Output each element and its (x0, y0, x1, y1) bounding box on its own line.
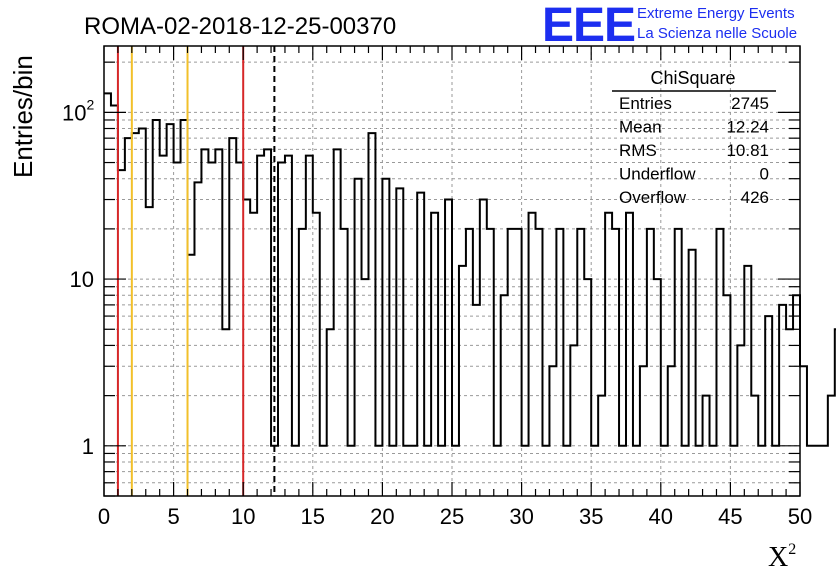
y-axis-label: Entries/bin (8, 55, 38, 178)
x-tick-label: 30 (509, 504, 533, 529)
stats-row-value: 10.81 (726, 141, 769, 160)
stats-row-value: 426 (741, 188, 769, 207)
stats-row-value: 2745 (731, 94, 769, 113)
y-tick-label-base: 10 (62, 100, 86, 125)
x-tick-label: 5 (167, 504, 179, 529)
x-tick-label: 15 (301, 504, 325, 529)
x-tick-label: 50 (788, 504, 812, 529)
x-tick-label: 40 (649, 504, 673, 529)
x-tick-label: 25 (440, 504, 464, 529)
stats-row-value: 12.24 (726, 118, 769, 137)
stats-row-value: 0 (760, 165, 769, 184)
x-axis-label-base: X (768, 542, 788, 572)
y-tick-label: 102 (62, 96, 94, 125)
eee-logo: EEE (542, 0, 635, 52)
stats-row-label: Underflow (619, 165, 696, 184)
y-tick-label-exponent: 2 (86, 96, 94, 112)
stats-row-label: RMS (619, 141, 657, 160)
x-axis-label-superscript: 2 (788, 541, 796, 558)
logo-line-2: La Scienza nelle Scuole (637, 25, 797, 42)
chart-title: ROMA-02-2018-12-25-00370 (84, 13, 396, 40)
x-tick-label: 0 (98, 504, 110, 529)
histogram-step-line (104, 92, 836, 447)
x-tick-label: 20 (370, 504, 394, 529)
x-tick-labels: 0 5 10 15 20 25 30 35 40 45 50 (98, 504, 812, 529)
logo-line-1: Extreme Energy Events (637, 5, 795, 22)
x-axis-label: X2 (768, 541, 796, 572)
x-tick-label: 45 (718, 504, 742, 529)
axis-ticks (103, 46, 801, 497)
stats-box: ChiSquare Entries 2745 Mean 12.24 RMS 10.81 Un… (612, 68, 776, 207)
x-tick-label: 35 (579, 504, 603, 529)
x-tick-label: 10 (231, 504, 255, 529)
marker-lines (116, 46, 276, 496)
stats-row-label: Mean (619, 118, 662, 137)
y-tick-label: 10 (70, 267, 94, 292)
y-tick-label: 1 (82, 434, 94, 459)
stats-row-label: Overflow (619, 188, 687, 207)
stats-row-label: Entries (619, 94, 672, 113)
stats-box-title: ChiSquare (650, 68, 735, 88)
